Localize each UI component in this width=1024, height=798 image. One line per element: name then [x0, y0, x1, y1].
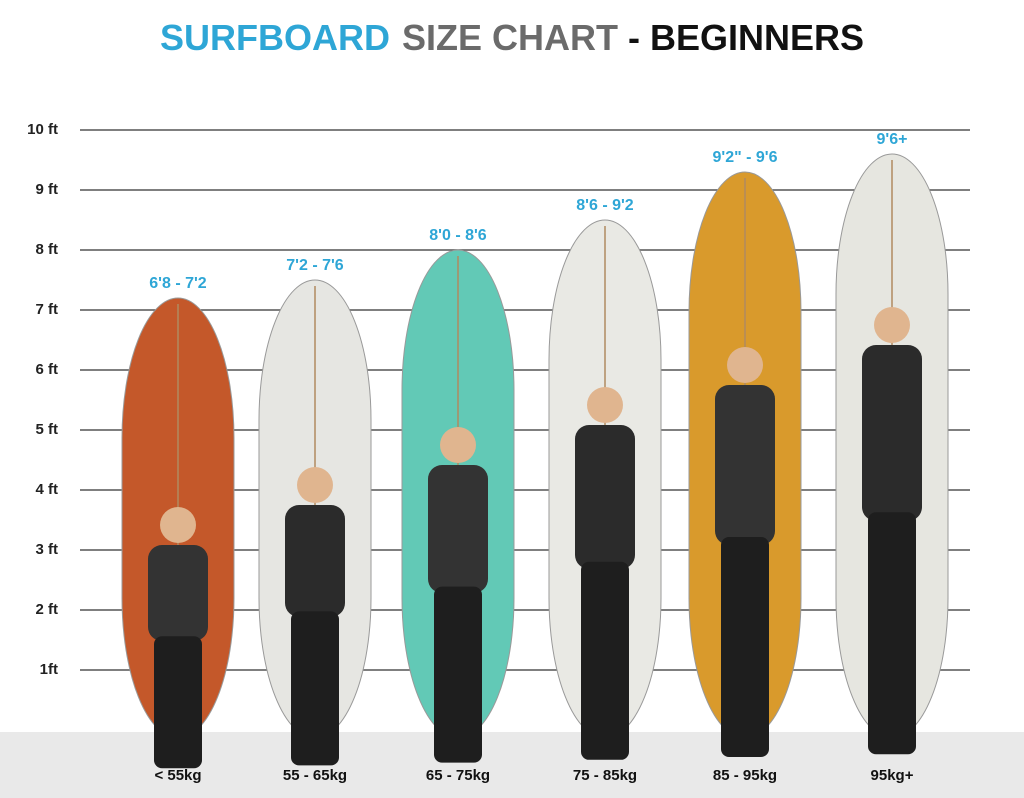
y-tick-label: 4 ft	[36, 481, 59, 498]
person-body	[862, 345, 922, 521]
size-label: 8'0 - 8'6	[429, 227, 487, 244]
size-label: 9'6+	[877, 131, 908, 148]
person-body	[715, 385, 775, 545]
y-tick-label: 8 ft	[36, 241, 59, 258]
x-tick-label: 85 - 95kg	[713, 767, 777, 784]
y-tick-label: 5 ft	[36, 421, 59, 438]
title-part: SIZE CHART	[402, 17, 618, 58]
x-tick-label: 65 - 75kg	[426, 767, 490, 784]
y-tick-label: 3 ft	[36, 541, 59, 558]
person-head	[297, 467, 333, 503]
person-body	[285, 505, 345, 617]
x-tick-label: < 55kg	[154, 767, 201, 784]
person-legs	[434, 586, 482, 763]
size-label: 9'2" - 9'6	[712, 149, 777, 166]
y-tick-label: 10 ft	[27, 121, 58, 138]
person-legs	[721, 537, 769, 757]
chart-title: SURFBOARD SIZE CHART - BEGINNERS	[160, 17, 864, 58]
person-legs	[581, 561, 629, 760]
x-tick-label: 95kg+	[871, 767, 914, 784]
person-head	[440, 427, 476, 463]
y-tick-label: 9 ft	[36, 181, 59, 198]
person-head	[874, 307, 910, 343]
person-body	[575, 425, 635, 569]
y-tick-label: 6 ft	[36, 361, 59, 378]
person-body	[148, 545, 208, 641]
person-head	[160, 507, 196, 543]
y-tick-label: 7 ft	[36, 301, 59, 318]
x-tick-label: 75 - 85kg	[573, 767, 637, 784]
person-head	[587, 387, 623, 423]
size-label: 7'2 - 7'6	[286, 257, 344, 274]
person-legs	[868, 512, 916, 755]
size-label: 6'8 - 7'2	[149, 275, 207, 292]
size-label: 8'6 - 9'2	[576, 197, 634, 214]
title-part: SURFBOARD	[160, 17, 390, 58]
y-tick-label: 1ft	[40, 661, 58, 678]
x-tick-label: 55 - 65kg	[283, 767, 347, 784]
person-legs	[154, 636, 202, 769]
person-head	[727, 347, 763, 383]
person-legs	[291, 611, 339, 766]
person-body	[428, 465, 488, 593]
y-tick-label: 2 ft	[36, 601, 59, 618]
title-part: - BEGINNERS	[628, 17, 864, 58]
